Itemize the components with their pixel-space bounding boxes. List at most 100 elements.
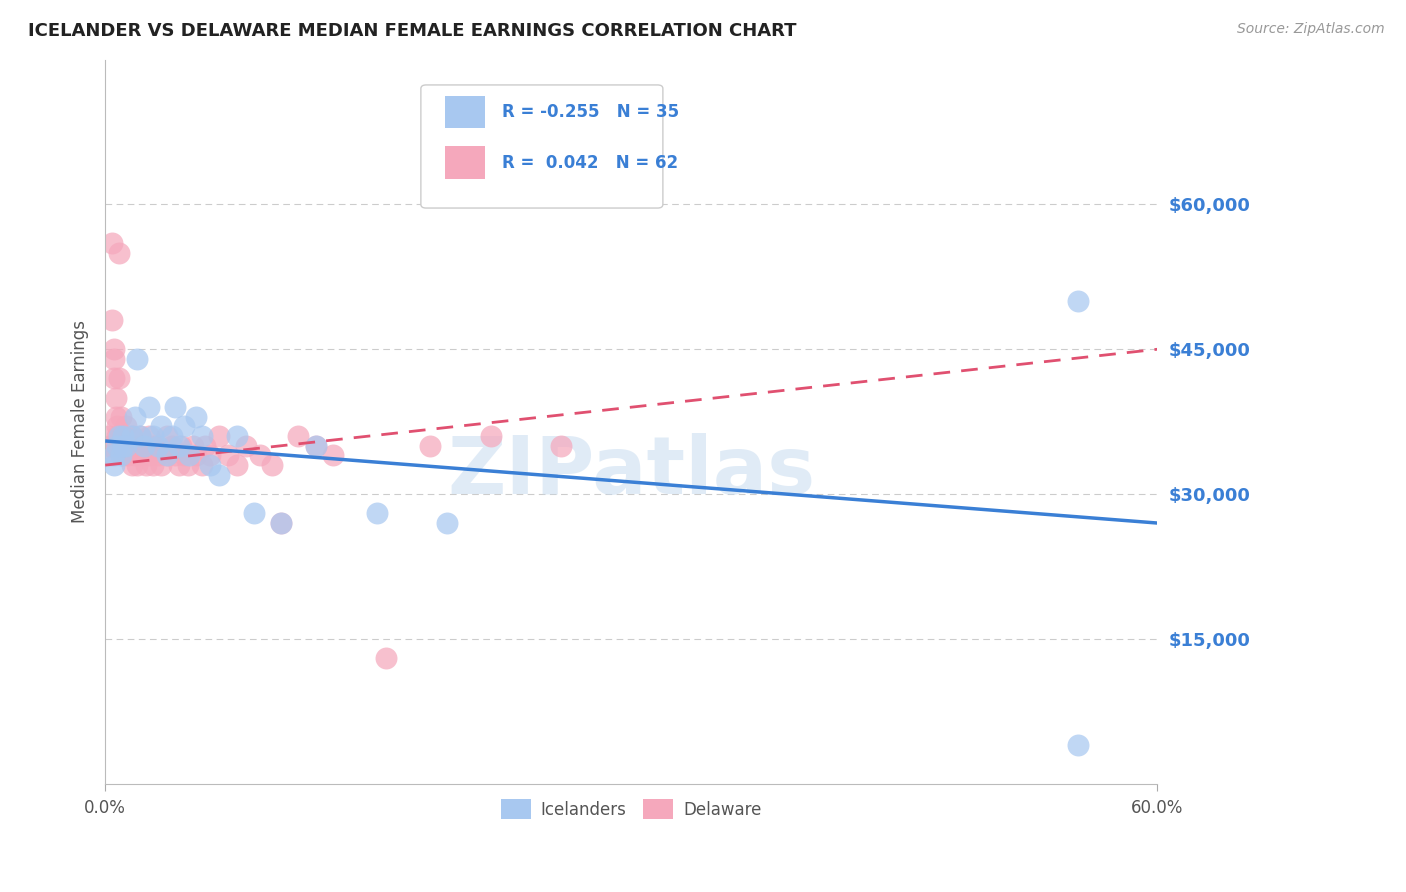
Point <box>135 458 157 472</box>
Point <box>121 429 143 443</box>
Point <box>142 458 165 472</box>
Point <box>208 429 231 443</box>
Text: ZIPatlas: ZIPatlas <box>447 434 815 511</box>
Point <box>270 516 292 530</box>
Point <box>322 449 344 463</box>
Point <box>173 419 195 434</box>
Point <box>124 449 146 463</box>
Point <box>100 449 122 463</box>
FancyBboxPatch shape <box>420 85 662 208</box>
Point <box>550 439 572 453</box>
Text: R =  0.042   N = 62: R = 0.042 N = 62 <box>502 153 678 172</box>
Point <box>305 439 328 453</box>
Point <box>165 449 187 463</box>
Point <box>436 516 458 530</box>
Point <box>104 409 127 424</box>
Point <box>107 419 129 434</box>
Point <box>150 458 173 472</box>
Point <box>160 429 183 443</box>
Point <box>122 439 145 453</box>
Point <box>287 429 309 443</box>
Point <box>129 429 152 443</box>
Point <box>165 400 187 414</box>
Point <box>108 371 131 385</box>
Point <box>129 429 152 443</box>
Point <box>366 507 388 521</box>
Point <box>1067 738 1090 752</box>
Point <box>190 429 212 443</box>
Point <box>146 449 169 463</box>
Point <box>150 419 173 434</box>
Point <box>104 391 127 405</box>
Point <box>117 449 139 463</box>
Point <box>101 313 124 327</box>
Text: ICELANDER VS DELAWARE MEDIAN FEMALE EARNINGS CORRELATION CHART: ICELANDER VS DELAWARE MEDIAN FEMALE EARN… <box>28 22 797 40</box>
Point <box>179 449 201 463</box>
Point <box>243 507 266 521</box>
Point <box>181 439 204 453</box>
Point <box>176 458 198 472</box>
Point <box>129 449 152 463</box>
Point <box>235 439 257 453</box>
Point <box>138 429 160 443</box>
Point <box>146 439 169 453</box>
Point <box>110 409 132 424</box>
Point <box>115 419 138 434</box>
Point <box>125 458 148 472</box>
Point <box>419 439 441 453</box>
Point <box>111 449 134 463</box>
Point <box>111 439 134 453</box>
Point <box>111 429 134 443</box>
Point <box>200 449 222 463</box>
Point <box>103 351 125 366</box>
Point <box>217 449 239 463</box>
Point <box>121 458 143 472</box>
Point <box>155 449 177 463</box>
Point <box>208 467 231 482</box>
Point <box>167 439 190 453</box>
Point <box>167 458 190 472</box>
Legend: Icelanders, Delaware: Icelanders, Delaware <box>494 792 769 826</box>
Point <box>225 458 247 472</box>
Point <box>108 245 131 260</box>
Point <box>103 458 125 472</box>
Point <box>103 449 125 463</box>
Point <box>186 409 208 424</box>
Point <box>190 458 212 472</box>
Point <box>108 429 131 443</box>
Point <box>186 449 208 463</box>
Point <box>249 449 271 463</box>
Point <box>115 439 138 453</box>
Point <box>194 439 217 453</box>
Point <box>160 439 183 453</box>
Point <box>103 343 125 357</box>
Point <box>169 439 191 453</box>
Point <box>479 429 502 443</box>
Point <box>200 458 222 472</box>
Point <box>132 439 155 453</box>
Point <box>225 429 247 443</box>
Point <box>374 651 396 665</box>
Text: Source: ZipAtlas.com: Source: ZipAtlas.com <box>1237 22 1385 37</box>
Y-axis label: Median Female Earnings: Median Female Earnings <box>72 320 89 524</box>
Point <box>1067 293 1090 308</box>
Point <box>270 516 292 530</box>
Point <box>260 458 283 472</box>
Point <box>101 235 124 250</box>
Point <box>107 439 129 453</box>
Point <box>125 351 148 366</box>
Point <box>121 429 143 443</box>
Point <box>155 429 177 443</box>
Point <box>111 429 134 443</box>
FancyBboxPatch shape <box>446 146 485 179</box>
Point <box>110 449 132 463</box>
Point <box>124 409 146 424</box>
Point <box>173 449 195 463</box>
Point <box>305 439 328 453</box>
Point <box>143 439 166 453</box>
Point <box>103 371 125 385</box>
Point <box>100 439 122 453</box>
Point <box>107 429 129 443</box>
Point <box>97 429 120 443</box>
Point <box>142 429 165 443</box>
